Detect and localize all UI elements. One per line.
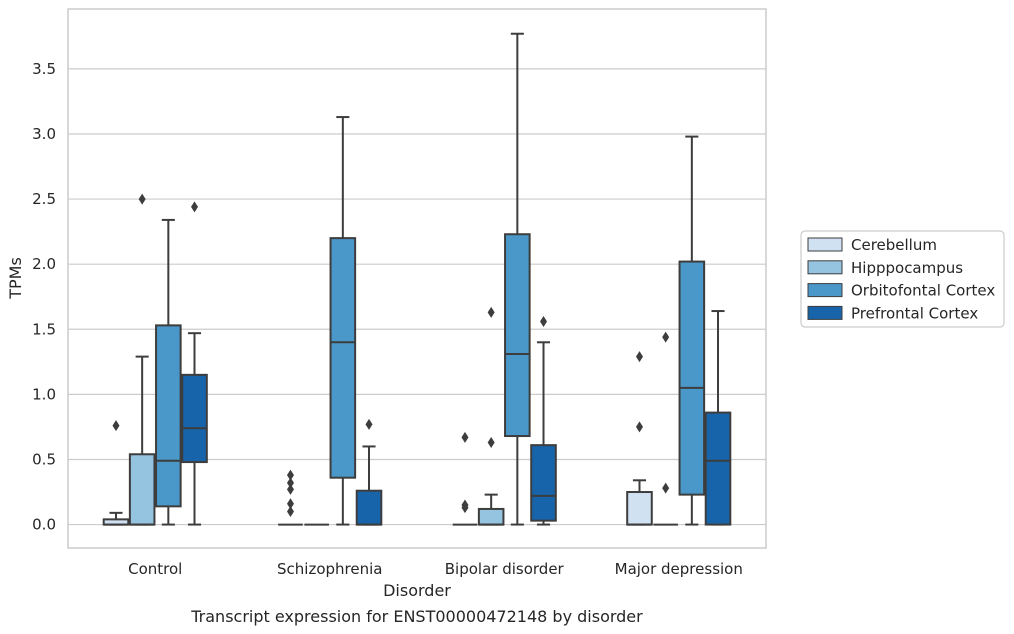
box-plot-marks: [102, 32, 732, 526]
box-body: [155, 324, 182, 508]
legend-label: Hipppocampus: [851, 259, 963, 277]
x-tick-label: Major depression: [615, 560, 743, 578]
box-plot-item: [155, 218, 182, 526]
box-plot-item: [181, 201, 208, 526]
outlier-point: [461, 499, 469, 511]
outlier-point: [487, 306, 495, 318]
box-plot-item: [278, 469, 303, 526]
box-plot-item: [530, 315, 557, 526]
box-plot-item: [329, 116, 357, 526]
y-tick-label: 2.5: [32, 190, 56, 208]
outlier-point: [286, 498, 294, 510]
box-plot-item: [704, 310, 732, 526]
box-plot-item: [477, 306, 505, 526]
y-tick-label: 0.5: [32, 450, 56, 468]
legend-label: Prefrontal Cortex: [851, 304, 978, 322]
legend-swatch: [807, 283, 843, 298]
outlier-point: [461, 431, 469, 443]
outlier-point: [635, 351, 643, 363]
y-tick-label: 1.5: [32, 320, 56, 338]
y-tick-labels: 0.0 0.5 1.0 1.5 2.0 2.5 3.0 3.5: [32, 60, 56, 534]
outlier-point: [138, 193, 146, 205]
box-body: [329, 237, 357, 479]
box-plot-item: [626, 351, 653, 526]
outlier-point: [662, 331, 670, 343]
outlier-point: [286, 483, 294, 495]
legend-label: Cerebellum: [851, 236, 937, 254]
outlier-point: [487, 437, 495, 449]
y-tick-label: 1.0: [32, 385, 56, 403]
box-body: [128, 453, 156, 526]
box-plot-item: [102, 420, 130, 526]
legend-frame: [800, 230, 1005, 328]
outlier-point: [662, 482, 670, 494]
box-body: [504, 233, 531, 438]
legend-swatch: [807, 260, 843, 275]
legend-swatch: [807, 237, 843, 252]
y-tick-label: 3.5: [32, 60, 56, 78]
legend-swatch: [807, 305, 843, 320]
plot-frame: [67, 8, 767, 549]
outlier-point: [286, 477, 294, 489]
y-tick-label: 0.0: [32, 516, 56, 534]
outlier-point: [191, 201, 199, 213]
box-body: [704, 411, 732, 526]
box-plot-item: [355, 418, 383, 526]
box-plot-item: [678, 135, 706, 526]
x-tick-label: Control: [128, 560, 182, 578]
box-body: [355, 489, 383, 526]
legend: Cerebellum Hipppocampus Orbitofontal Corte…: [800, 230, 1005, 328]
x-tick-labels: Control Schizophrenia Bipolar disorder Majo…: [128, 560, 743, 578]
x-axis-title: Disorder: [383, 581, 451, 600]
outlier-point: [112, 420, 120, 432]
y-axis-title: TPMs: [6, 257, 25, 300]
box-plot-item: [128, 193, 156, 526]
outlier-point: [365, 418, 373, 430]
outlier-point: [286, 506, 294, 518]
x-tick-label: Schizophrenia: [277, 560, 382, 578]
box-body: [477, 507, 505, 526]
box-body: [181, 373, 208, 464]
box-plot-item: [504, 32, 531, 526]
box-body: [626, 491, 653, 526]
y-tick-label: 2.0: [32, 255, 56, 273]
outlier-point: [635, 421, 643, 433]
x-tick-label: Bipolar disorder: [445, 560, 565, 578]
box-plot-item: [653, 331, 678, 526]
box-body: [678, 260, 706, 496]
chart-caption: Transcript expression for ENST0000047214…: [190, 607, 643, 626]
legend-label: Orbitofontal Cortex: [851, 282, 995, 300]
box-plot-item: [452, 431, 478, 526]
outlier-point: [286, 469, 294, 481]
outlier-point: [540, 315, 548, 327]
y-tick-label: 3.0: [32, 125, 56, 143]
box-body: [530, 444, 557, 522]
